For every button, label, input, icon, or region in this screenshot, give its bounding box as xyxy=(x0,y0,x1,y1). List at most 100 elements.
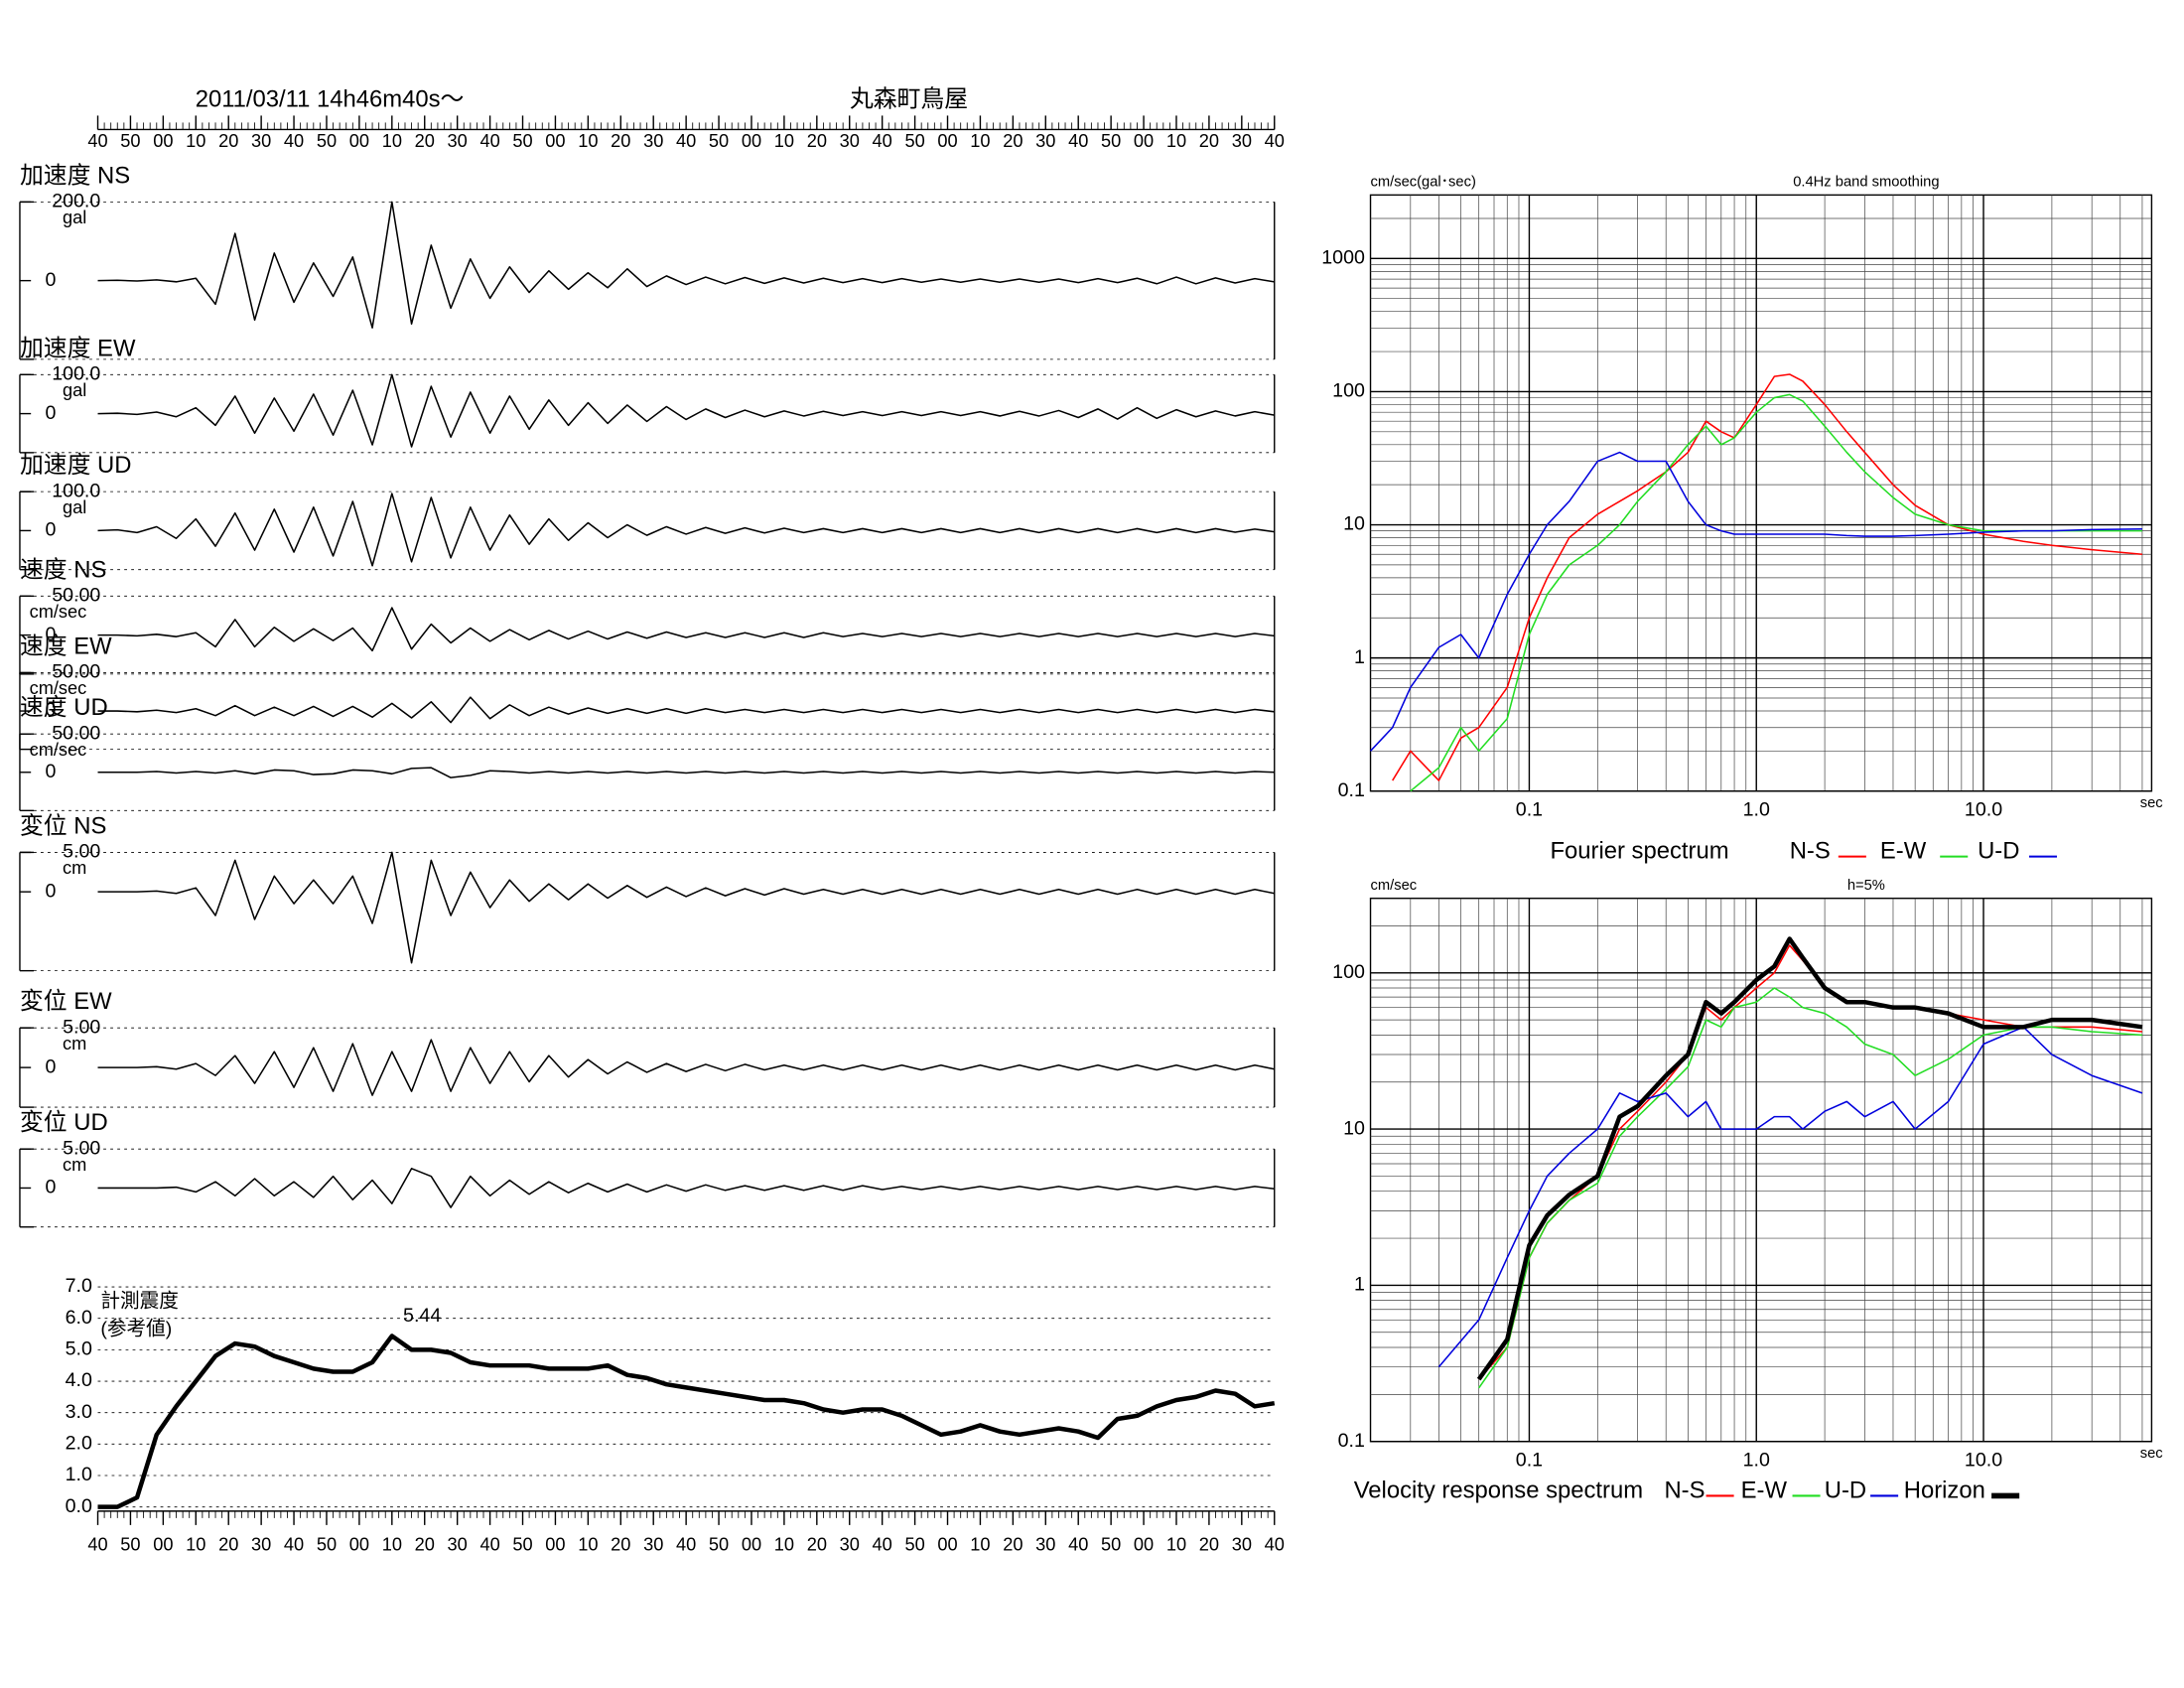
x-tick-label: 20 xyxy=(1199,130,1219,151)
x-tick-label: 40 xyxy=(1265,1534,1285,1555)
y-tick-label: 0 xyxy=(46,519,57,541)
y-tick-label: 0 xyxy=(46,1055,57,1077)
x-tick-label: 10.0 xyxy=(1965,799,2002,821)
x-tick-label: 30 xyxy=(1232,1534,1252,1555)
trace-unit: cm/sec xyxy=(30,601,87,622)
series-line xyxy=(1437,1026,2143,1368)
subtitle: 0.4Hz band smoothing xyxy=(1793,175,1939,191)
x-tick-label: 30 xyxy=(1035,1534,1055,1555)
x-tick-label: 10 xyxy=(382,1534,402,1555)
legend-label: U-D xyxy=(1825,1477,1866,1504)
x-tick-label: 10 xyxy=(1166,130,1186,151)
y-tick-label: 10 xyxy=(1343,1117,1365,1139)
y-tick-label: 0.1 xyxy=(1338,1430,1365,1452)
x-tick-label: 20 xyxy=(1199,1534,1219,1555)
x-tick-label: 30 xyxy=(1035,130,1055,151)
waveform xyxy=(97,1168,1275,1208)
trace-name: 変位 NS xyxy=(20,812,106,839)
x-tick-label: 50 xyxy=(1101,130,1121,151)
x-tick-label: 00 xyxy=(349,1534,369,1555)
trace-name: 変位 EW xyxy=(20,988,112,1015)
x-tick-label: 50 xyxy=(120,130,140,151)
y-tick-label: 5.00 xyxy=(63,1016,100,1038)
series-line xyxy=(1369,451,2142,752)
x-tick-label: 20 xyxy=(1003,130,1023,151)
waveform xyxy=(97,851,1275,964)
x-tick-label: 00 xyxy=(153,1534,173,1555)
x-tick-label: 30 xyxy=(448,130,468,151)
y-tick-label: 5.00 xyxy=(63,841,100,863)
x-tick-label: 30 xyxy=(448,1534,468,1555)
series-line xyxy=(97,1334,1276,1509)
x-tick-label: 40 xyxy=(873,1534,892,1555)
x-tick-label: 30 xyxy=(840,1534,860,1555)
trace-unit: cm xyxy=(63,857,86,878)
x-tick-label: 30 xyxy=(251,130,271,151)
x-tick-label: 00 xyxy=(1134,130,1154,151)
y-tick-label: 3.0 xyxy=(66,1401,92,1423)
x-tick-label: 00 xyxy=(153,130,173,151)
x-tick-label: 10 xyxy=(578,130,598,151)
x-tick-label: 30 xyxy=(251,1534,271,1555)
y-tick-label: 5.00 xyxy=(63,1137,100,1159)
x-tick-label: 1.0 xyxy=(1743,1450,1770,1472)
x-tick-label: 50 xyxy=(317,1534,337,1555)
x-tick-label: 10 xyxy=(970,1534,990,1555)
y-tick-label: 100.0 xyxy=(52,362,100,384)
y-tick-label: 5.0 xyxy=(66,1338,92,1360)
y-tick-label: 50.00 xyxy=(52,722,100,744)
x-tick-label: 40 xyxy=(676,130,696,151)
x-tick-label: 00 xyxy=(545,1534,565,1555)
series-line xyxy=(1392,373,2143,781)
y-tick-label: 7.0 xyxy=(66,1275,92,1297)
legend-label: N-S xyxy=(1790,838,1831,865)
x-tick-label: 50 xyxy=(512,1534,532,1555)
x-tick-label: 10 xyxy=(382,130,402,151)
x-tick-label: 10 xyxy=(186,1534,205,1555)
trace-unit: cm xyxy=(63,1154,86,1175)
y-tick-label: 0 xyxy=(46,402,57,424)
x-tick-label: 50 xyxy=(120,1534,140,1555)
trace-name: 加速度 EW xyxy=(20,335,136,361)
y-tick-label: 2.0 xyxy=(66,1433,92,1455)
x-tick-label: 1.0 xyxy=(1743,799,1770,821)
title: Fourier spectrum xyxy=(1550,838,1728,865)
y-tick-label: 4.0 xyxy=(66,1369,92,1391)
trace-name: 加速度 UD xyxy=(20,452,132,479)
x-tick-label: 50 xyxy=(904,1534,924,1555)
x-tick-label: 50 xyxy=(512,130,532,151)
y-tick-label: 200.0 xyxy=(52,191,100,212)
waveform xyxy=(97,373,1275,448)
y-tick-label: 100 xyxy=(1332,380,1365,402)
legend-label: E-W xyxy=(1741,1477,1788,1504)
waveform xyxy=(97,767,1275,778)
x-tick-label: 20 xyxy=(611,130,630,151)
y-tick-label: 1000 xyxy=(1321,247,1365,269)
y-tick-label: 0 xyxy=(46,761,57,782)
y-tick-label: 0 xyxy=(46,699,57,721)
trace-unit: gal xyxy=(63,496,86,517)
peak-annotation: 5.44 xyxy=(403,1305,441,1327)
x-label: sec xyxy=(2140,1446,2163,1462)
trace-unit: cm/sec xyxy=(30,677,87,698)
trace-name: 速度 EW xyxy=(20,633,112,660)
legend-label: E-W xyxy=(1880,838,1927,865)
y-tick-label: 0 xyxy=(46,624,57,645)
legend-label: Horizon xyxy=(1904,1477,1985,1504)
x-tick-label: 50 xyxy=(709,130,729,151)
title: Velocity response spectrum xyxy=(1354,1477,1643,1504)
x-tick-label: 30 xyxy=(643,1534,663,1555)
x-tick-label: 10.0 xyxy=(1965,1450,2002,1472)
x-tick-label: 20 xyxy=(415,130,435,151)
trace-name: 速度 NS xyxy=(20,556,106,583)
y-tick-label: 100 xyxy=(1332,961,1365,983)
x-tick-label: 40 xyxy=(284,1534,304,1555)
x-tick-label: 00 xyxy=(349,130,369,151)
x-tick-label: 40 xyxy=(873,130,892,151)
y-tick-label: 100.0 xyxy=(52,480,100,501)
y-tick-label: 1 xyxy=(1354,646,1365,668)
y-tick-label: 50.00 xyxy=(52,585,100,607)
x-tick-label: 00 xyxy=(742,130,761,151)
